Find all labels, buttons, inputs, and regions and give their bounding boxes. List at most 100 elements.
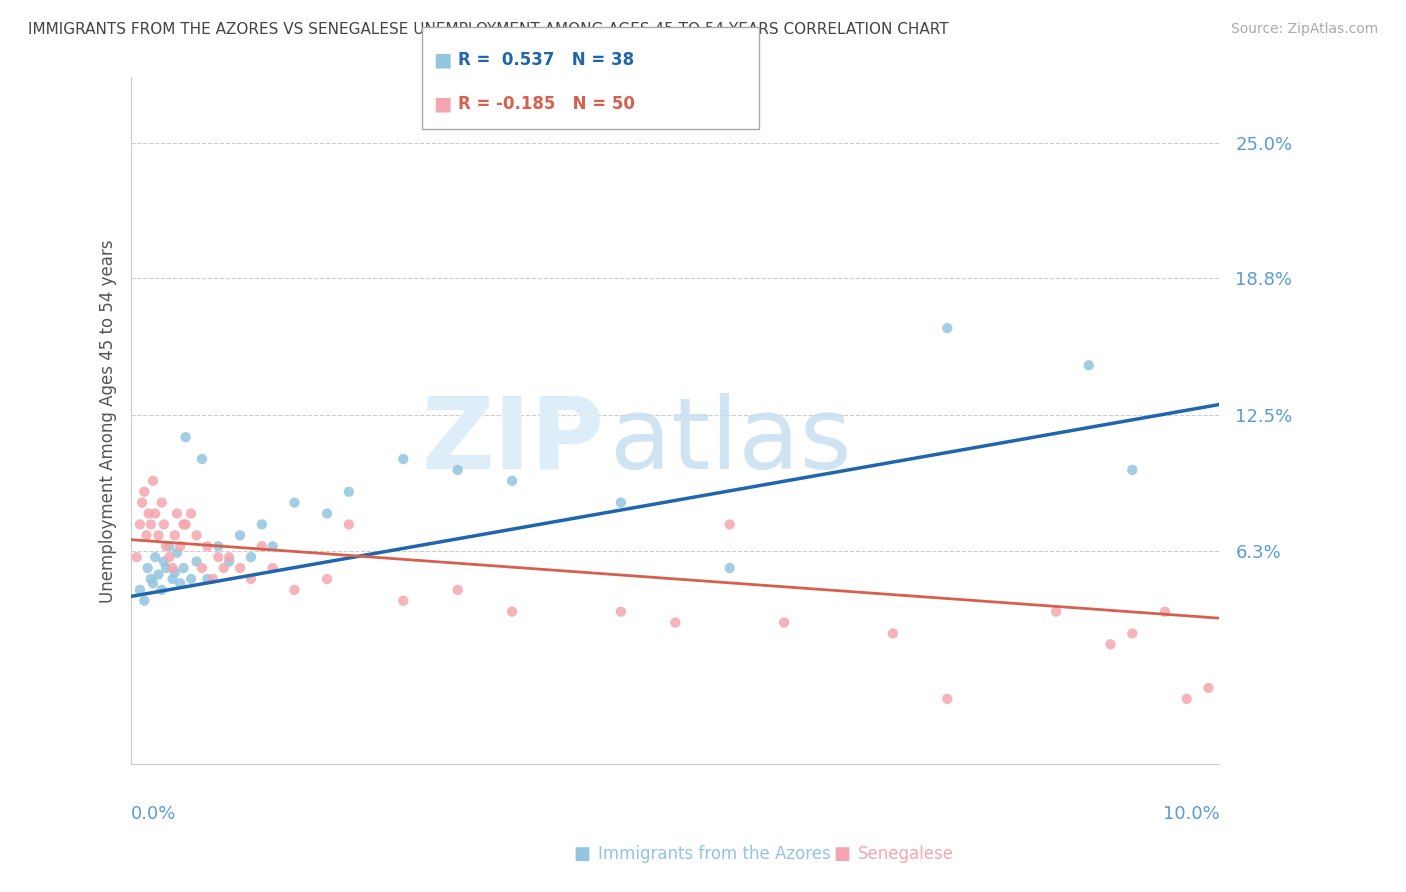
Point — [882, 626, 904, 640]
Point — [143, 507, 166, 521]
Point — [447, 463, 470, 477]
Point — [172, 517, 194, 532]
Point — [229, 528, 252, 542]
Point — [447, 582, 470, 597]
Point — [162, 561, 184, 575]
Point — [153, 517, 176, 532]
Y-axis label: Unemployment Among Ages 45 to 54 years: Unemployment Among Ages 45 to 54 years — [100, 239, 117, 603]
Point — [139, 572, 162, 586]
Text: ■: ■ — [433, 50, 451, 69]
Point — [501, 474, 523, 488]
Point — [718, 561, 741, 575]
Point — [212, 561, 235, 575]
Point — [166, 546, 188, 560]
Point — [166, 507, 188, 521]
Point — [191, 561, 214, 575]
Text: Senegalese: Senegalese — [858, 845, 953, 863]
Point — [155, 539, 177, 553]
Point — [1045, 605, 1067, 619]
Point — [1121, 463, 1143, 477]
Point — [150, 582, 173, 597]
Point — [1154, 605, 1177, 619]
Text: 0.0%: 0.0% — [131, 805, 177, 823]
Point — [936, 691, 959, 706]
Point — [131, 495, 153, 509]
Point — [218, 550, 240, 565]
Point — [129, 517, 152, 532]
Point — [1121, 626, 1143, 640]
Point — [135, 528, 157, 542]
Point — [134, 593, 156, 607]
Point — [229, 561, 252, 575]
Point — [1077, 358, 1099, 372]
Point — [155, 561, 177, 575]
Point — [172, 561, 194, 575]
Point — [718, 517, 741, 532]
Point — [197, 572, 219, 586]
Point — [936, 321, 959, 335]
Text: atlas: atlas — [610, 393, 852, 490]
Point — [163, 528, 186, 542]
Text: Source: ZipAtlas.com: Source: ZipAtlas.com — [1230, 22, 1378, 37]
Point — [337, 484, 360, 499]
Point — [239, 572, 262, 586]
Text: ZIP: ZIP — [422, 393, 605, 490]
Point — [262, 539, 284, 553]
Point — [125, 550, 148, 565]
Point — [283, 495, 305, 509]
Point — [186, 554, 208, 568]
Point — [392, 593, 415, 607]
Point — [392, 452, 415, 467]
Point — [148, 567, 170, 582]
Point — [250, 539, 273, 553]
Point — [773, 615, 796, 630]
Point — [207, 550, 229, 565]
Text: ■: ■ — [834, 845, 851, 863]
Text: ■: ■ — [433, 95, 451, 113]
Point — [207, 539, 229, 553]
Point — [163, 566, 186, 580]
Point — [1175, 691, 1198, 706]
Point — [134, 484, 156, 499]
Point — [143, 550, 166, 565]
Text: 10.0%: 10.0% — [1163, 805, 1219, 823]
Point — [180, 507, 202, 521]
Point — [316, 572, 339, 586]
Point — [169, 539, 191, 553]
Point — [153, 554, 176, 568]
Point — [250, 517, 273, 532]
Point — [142, 474, 165, 488]
Point — [138, 507, 160, 521]
Text: IMMIGRANTS FROM THE AZORES VS SENEGALESE UNEMPLOYMENT AMONG AGES 45 TO 54 YEARS : IMMIGRANTS FROM THE AZORES VS SENEGALESE… — [28, 22, 949, 37]
Point — [610, 495, 633, 509]
Point — [610, 605, 633, 619]
Point — [1198, 681, 1220, 695]
Point — [337, 517, 360, 532]
Point — [174, 430, 197, 444]
Point — [218, 554, 240, 568]
Point — [150, 495, 173, 509]
Point — [162, 572, 184, 586]
Point — [180, 572, 202, 586]
Point — [148, 528, 170, 542]
Point — [1099, 637, 1122, 651]
Point — [136, 561, 159, 575]
Point — [283, 582, 305, 597]
Text: Immigrants from the Azores: Immigrants from the Azores — [598, 845, 831, 863]
Point — [142, 576, 165, 591]
Text: ■: ■ — [574, 845, 591, 863]
Point — [316, 507, 339, 521]
Point — [157, 550, 180, 565]
Point — [186, 528, 208, 542]
Point — [501, 605, 523, 619]
Point — [664, 615, 686, 630]
Point — [139, 517, 162, 532]
Point — [262, 561, 284, 575]
Point — [239, 550, 262, 565]
Text: R =  0.537   N = 38: R = 0.537 N = 38 — [458, 51, 634, 69]
Point — [174, 517, 197, 532]
Point — [201, 572, 224, 586]
Point — [157, 539, 180, 553]
Point — [197, 539, 219, 553]
Text: R = -0.185   N = 50: R = -0.185 N = 50 — [458, 95, 636, 112]
